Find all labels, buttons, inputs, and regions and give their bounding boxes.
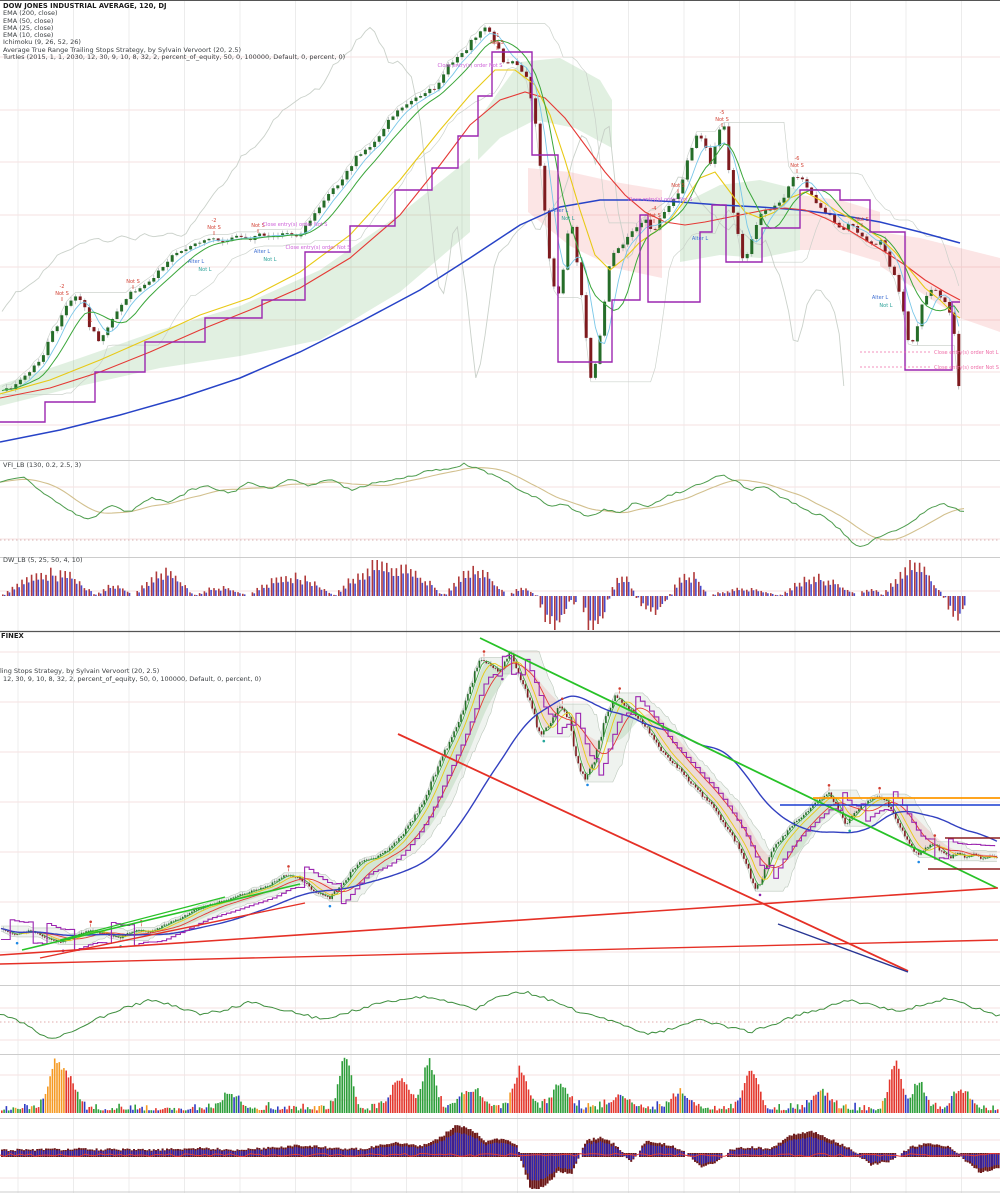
atr-trailing-stop-line (0, 654, 996, 951)
ribbon-cloud (309, 880, 342, 897)
trendline-green[interactable] (59, 896, 226, 941)
trade-marker-label: -4 (652, 206, 657, 212)
ichimoku-cloud (880, 232, 1000, 332)
trendline-green[interactable] (21, 883, 301, 951)
trade-marker-label: Close entry(s) order Not S (286, 245, 351, 251)
ichimoku-cloud (0, 158, 470, 406)
trendline-red[interactable] (397, 733, 909, 972)
trade-marker-label: Not S (715, 117, 729, 123)
order-line-label: Close entry(s) order Not S (934, 365, 999, 371)
top-chart-legend: DOW JONES INDUSTRIAL AVERAGE, 120, DJ EM… (3, 2, 346, 62)
trade-marker-label: -2 (212, 218, 217, 224)
legend-turtles[interactable]: Turtles (2015, 1, 1, 2030, 12, 30, 9, 10… (3, 53, 346, 62)
squeeze-panel (0, 1125, 1000, 1189)
ma-red-line (0, 662, 997, 940)
vfi-panel (0, 462, 1000, 548)
dw-panel (2, 560, 966, 630)
trade-marker-label: -1 (495, 33, 500, 39)
trade-marker-label: Not L (198, 267, 211, 273)
bottom-trade-markers (15, 650, 937, 953)
atr-trailing-stop-line (0, 51, 960, 423)
ichimoku-cloud (800, 195, 880, 262)
trade-marker-label: Not S (647, 213, 661, 219)
trade-marker-label: Not S (126, 279, 140, 285)
symbol-title-partial[interactable]: FINEX (1, 632, 24, 640)
trade-marker-label: Close entry(s) order Not S (438, 63, 503, 69)
ichimoku-cloud (478, 58, 612, 160)
trade-marker-label: -1 (88, 318, 93, 324)
trade-marker-label: Alter L (872, 295, 888, 301)
trade-marker-label: Not L (879, 303, 892, 309)
ma-blue-line (0, 695, 998, 937)
trade-marker-label: Not S (671, 183, 685, 189)
legend-ema200[interactable]: EMA (200, close) (3, 9, 58, 18)
trade-marker-label: Not L (561, 216, 574, 222)
trade-marker-label: Not S (490, 40, 504, 46)
symbol-title[interactable]: DOW JONES INDUSTRIAL AVERAGE, 120, DJ (3, 2, 167, 10)
trade-marker-label: Alter L (254, 249, 270, 255)
top-candles (5, 25, 961, 393)
trade-marker-label: -5 (720, 110, 725, 116)
channel-high-line (1, 23, 960, 387)
chikou-line (1, 26, 845, 387)
volume-panel (1, 1057, 999, 1113)
trendline-red[interactable] (0, 887, 999, 956)
trendline-navy[interactable] (777, 923, 909, 973)
top-indicator-lines (0, 33, 961, 443)
legend-ema10[interactable]: EMA (10, close) (3, 31, 54, 40)
ichimoku-cloud (680, 180, 800, 262)
trade-marker-label: Close entry(s) order Not S (628, 197, 693, 203)
trade-marker-label: -6 (795, 156, 800, 162)
legend-ichimoku[interactable]: Ichimoku (9, 26, 52, 26) (3, 38, 81, 47)
trade-marker-label: Not S (207, 225, 221, 231)
ema10-line (1, 33, 960, 392)
ema50-line (0, 91, 961, 399)
trade-marker-label: Close entry(s) order Not S (263, 222, 328, 228)
trade-marker-label: Alter L (552, 208, 568, 214)
channel-low-line (2, 67, 960, 395)
trend-lines (0, 637, 1000, 973)
ema200-line (0, 199, 961, 443)
order-line-label: Close entry(s) order Not L (934, 350, 999, 356)
trade-marker-label: Not L (263, 257, 276, 263)
legend-ema50[interactable]: EMA (50, close) (3, 16, 54, 25)
trendline-green[interactable] (479, 637, 998, 889)
vfi-panel-label[interactable]: VFI_LB (130, 0.2, 2.5, 3) (3, 461, 82, 469)
trade-marker-label: Not S (251, 223, 265, 229)
ma-green-line (0, 656, 997, 943)
legend-atr-strategy-partial[interactable]: ling Stops Strategy, by Sylvain Vervoort… (0, 667, 160, 675)
osc-panel (0, 990, 1000, 1039)
order-lines: Close entry(s) order Not L Close entry(s)… (860, 350, 999, 371)
legend-atr-strategy[interactable]: Average True Range Trailing Stops Strate… (3, 45, 242, 54)
legend-turtles-partial[interactable]: 12, 30, 9, 10, 8, 32, 2, percent_of_equi… (3, 674, 262, 683)
trade-marker-label: Not S (790, 163, 804, 169)
vfi-smoothing-line (0, 467, 965, 541)
vfi-line (0, 462, 965, 548)
ribbon-cloud (895, 806, 997, 858)
trade-marker-label: -2 (60, 284, 65, 290)
squeeze-midline (0, 1152, 1000, 1158)
dw-panel-label[interactable]: DW_LB (5, 25, 50, 4, 10) (3, 556, 83, 564)
osc-line (0, 990, 1000, 1039)
trade-marker-label: Not S (855, 217, 869, 223)
legend-ema25[interactable]: EMA (25, close) (3, 23, 54, 32)
ribbon-cloud (520, 666, 565, 731)
trade-marker-label: Not S (55, 291, 69, 297)
trade-marker-label: Alter L (692, 236, 708, 242)
trade-marker-label: Alter L (188, 259, 204, 265)
